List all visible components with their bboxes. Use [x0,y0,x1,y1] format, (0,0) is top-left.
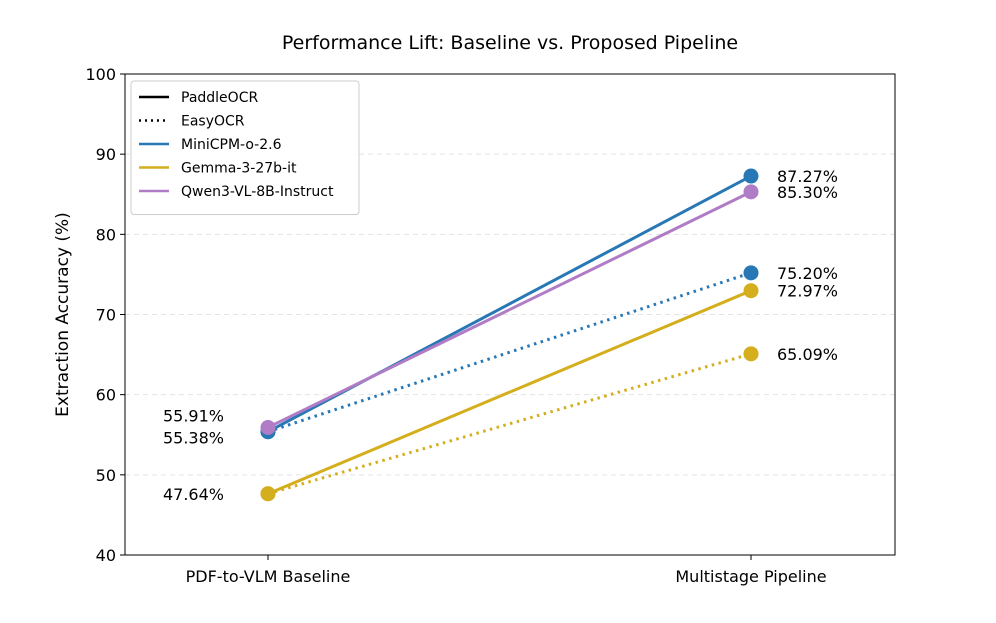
legend-label-2: MiniCPM-o-2.6 [181,137,282,153]
data-label-7: 65.09% [777,345,838,364]
y-tick-label-4: 80 [96,225,116,244]
point-4-1 [743,346,759,362]
series-line-1 [267,271,752,434]
legend-label-4: Qwen3-VL-8B-Instruct [181,184,334,200]
y-tick-label-2: 60 [96,386,116,405]
grid [125,153,895,476]
point-4-0 [260,486,276,502]
legend-label-1: EasyOCR [181,114,245,130]
data-labels: 55.91% 55.38% 47.64% 87.27%85.30% 75.20%72.9… [163,167,838,504]
y-tick-label-6: 100 [85,65,116,84]
data-label-5: 75.20% [777,264,838,283]
data-label-4: 85.30% [777,183,838,202]
point-1-1 [743,265,759,281]
point-2-0 [260,419,276,435]
data-label-3: 87.27% [777,167,838,186]
series-line-2 [267,190,752,429]
y-tick-label-3: 70 [96,306,116,325]
y-tick-label-1: 50 [96,466,116,485]
data-label-1: 55.38% [163,429,224,448]
axis-ticks: 40 50 60 70 80 90 100 PDF-to-VLM Baseline Multis… [85,65,826,586]
y-axis-label: Extraction Accuracy (%) [53,212,73,417]
series-line-3 [267,289,752,496]
legend-label-0: PaddleOCR [181,90,258,106]
y-tick-label-5: 90 [96,145,116,164]
point-2-1 [743,184,759,200]
point-3-1 [743,283,759,299]
legend: PaddleOCR EasyOCR MiniCPM-o-2.6 Gemma-3-27b… [130,80,360,215]
series-layer [267,174,752,496]
x-tick-label-0: PDF-to-VLM Baseline [186,567,351,586]
y-tick-label-0: 40 [96,546,116,565]
x-tick-label-1: Multistage Pipeline [675,567,826,586]
data-label-0: 55.91% [163,406,224,425]
legend-box [130,80,360,215]
point-0-1 [743,168,759,184]
legend-label-3: Gemma-3-27b-it [181,161,297,177]
chart-title: Performance Lift: Baseline vs. Proposed … [282,32,738,54]
data-label-2: 47.64% [163,485,224,504]
marker-layer [260,168,759,502]
data-label-6: 72.97% [777,282,838,301]
series-line-4 [267,352,752,496]
